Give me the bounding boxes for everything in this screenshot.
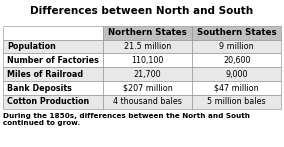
Text: 4 thousand bales: 4 thousand bales <box>113 97 182 106</box>
Bar <box>103 81 192 95</box>
Text: Miles of Railroad: Miles of Railroad <box>7 70 83 79</box>
Bar <box>103 40 192 53</box>
Bar <box>3 67 103 81</box>
Text: 9 million: 9 million <box>219 42 254 51</box>
Bar <box>103 53 192 67</box>
Text: Population: Population <box>7 42 56 51</box>
Text: Number of Factories: Number of Factories <box>7 56 99 65</box>
Text: 9,000: 9,000 <box>225 70 248 79</box>
Bar <box>192 40 281 53</box>
Bar <box>192 81 281 95</box>
Bar <box>192 67 281 81</box>
Text: $47 million: $47 million <box>214 83 259 92</box>
Text: During the 1850s, differences between the North and South
continued to grow.: During the 1850s, differences between th… <box>3 113 250 126</box>
Bar <box>3 53 103 67</box>
Bar <box>192 95 281 109</box>
Text: Northern States: Northern States <box>108 28 187 37</box>
Text: 110,100: 110,100 <box>131 56 164 65</box>
Text: Cotton Production: Cotton Production <box>7 97 89 106</box>
Bar <box>192 26 281 40</box>
Text: Southern States: Southern States <box>197 28 276 37</box>
Bar <box>103 26 192 40</box>
Bar <box>103 95 192 109</box>
Text: Differences between North and South: Differences between North and South <box>30 6 254 16</box>
Text: $207 million: $207 million <box>123 83 172 92</box>
Text: 20,600: 20,600 <box>223 56 250 65</box>
Text: 5 million bales: 5 million bales <box>207 97 266 106</box>
Text: 21,700: 21,700 <box>134 70 161 79</box>
Bar <box>3 26 103 40</box>
Text: 21.5 million: 21.5 million <box>124 42 171 51</box>
Bar <box>103 67 192 81</box>
Bar <box>192 53 281 67</box>
Bar <box>3 95 103 109</box>
Bar <box>3 40 103 53</box>
Bar <box>3 81 103 95</box>
Text: Bank Deposits: Bank Deposits <box>7 83 72 92</box>
